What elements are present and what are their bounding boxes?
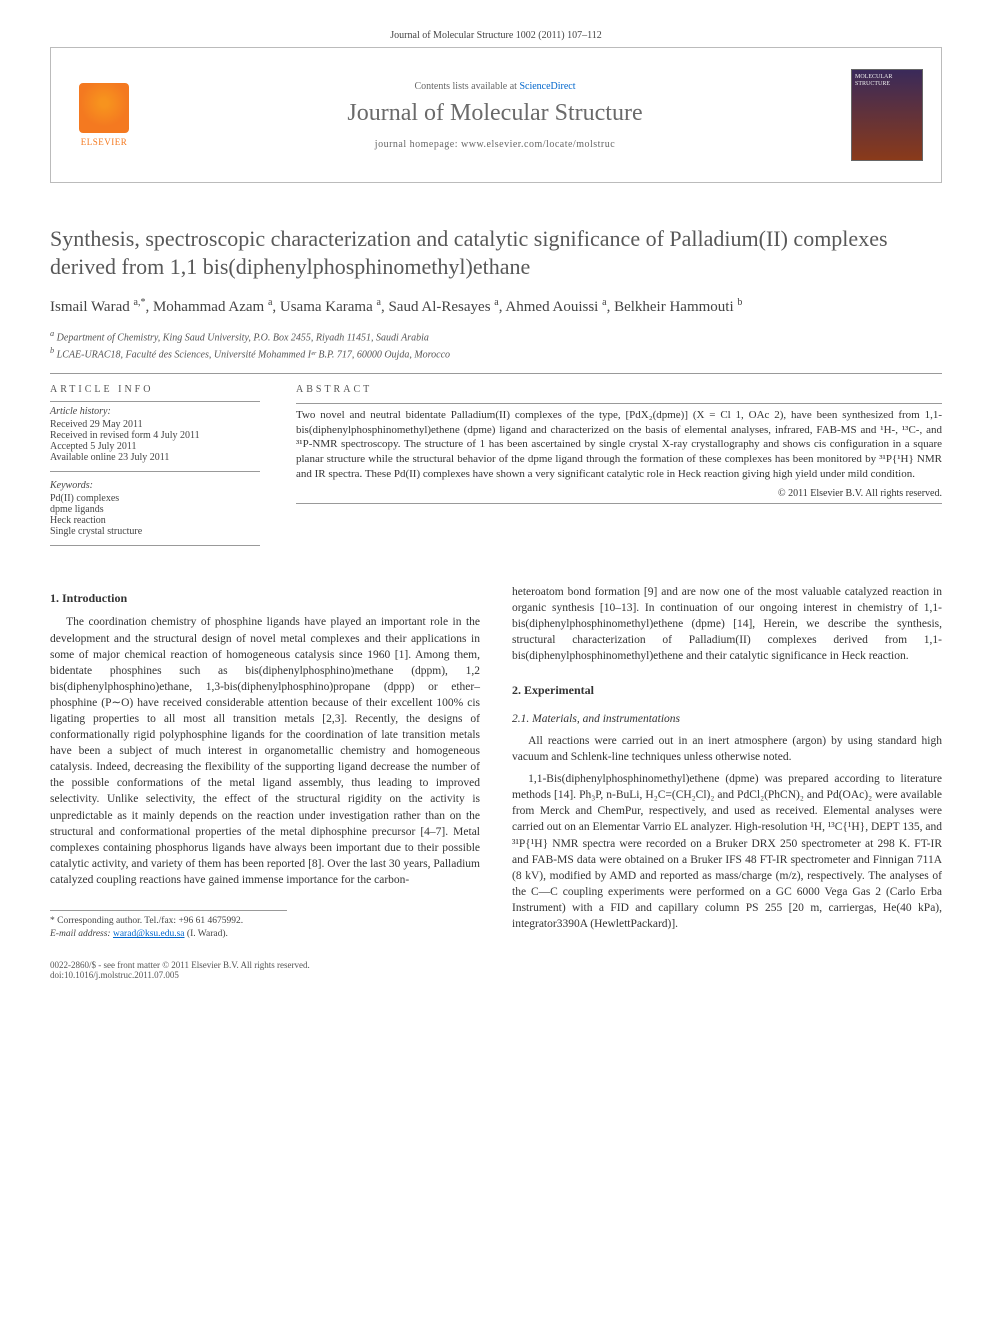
intro-paragraph-1: The coordination chemistry of phosphine …: [50, 614, 480, 888]
keywords-heading: Keywords:: [50, 480, 260, 491]
divider: [50, 373, 942, 374]
affiliations: a Department of Chemistry, King Saud Uni…: [50, 328, 942, 363]
exp-paragraph-1: All reactions were carried out in an ine…: [512, 733, 942, 765]
journal-banner: ELSEVIER Contents lists available at Sci…: [50, 47, 942, 183]
elsevier-logo: ELSEVIER: [69, 75, 139, 155]
doi-line: doi:10.1016/j.molstruc.2011.07.005: [50, 970, 942, 980]
contents-prefix: Contents lists available at: [414, 81, 519, 92]
running-head: Journal of Molecular Structure 1002 (201…: [50, 30, 942, 41]
footer: 0022-2860/$ - see front matter © 2011 El…: [50, 960, 942, 980]
homepage-line: journal homepage: www.elsevier.com/locat…: [139, 139, 851, 150]
keywords-block: Keywords: Pd(II) complexesdpme ligandsHe…: [50, 480, 260, 537]
keyword-item: Single crystal structure: [50, 526, 260, 537]
left-column: 1. Introduction The coordination chemist…: [50, 584, 480, 942]
article-title: Synthesis, spectroscopic characterizatio…: [50, 225, 942, 280]
experimental-heading: 2. Experimental: [512, 682, 942, 699]
sciencedirect-link[interactable]: ScienceDirect: [519, 81, 575, 92]
affiliation-a: a Department of Chemistry, King Saud Uni…: [50, 328, 942, 345]
homepage-prefix: journal homepage:: [375, 139, 461, 150]
body-columns: 1. Introduction The coordination chemist…: [50, 584, 942, 942]
issn-line: 0022-2860/$ - see front matter © 2011 El…: [50, 960, 942, 970]
keyword-item: Heck reaction: [50, 515, 260, 526]
journal-cover-thumb: MOLECULAR STRUCTURE: [851, 69, 923, 161]
history-item: Available online 23 July 2011: [50, 452, 260, 463]
history-item: Received in revised form 4 July 2011: [50, 430, 260, 441]
author-list: Ismail Warad a,*, Mohammad Azam a, Usama…: [50, 296, 942, 318]
footnote-block: * Corresponding author. Tel./fax: +96 61…: [50, 910, 287, 942]
email-link[interactable]: warad@ksu.edu.sa: [113, 929, 185, 939]
abstract-heading: ABSTRACT: [296, 384, 942, 395]
keyword-item: Pd(II) complexes: [50, 493, 260, 504]
history-heading: Article history:: [50, 406, 260, 417]
article-info-column: ARTICLE INFO Article history: Received 2…: [50, 384, 260, 556]
page-container: Journal of Molecular Structure 1002 (201…: [0, 0, 992, 1010]
history-block: Article history: Received 29 May 2011Rec…: [50, 406, 260, 472]
history-item: Accepted 5 July 2011: [50, 441, 260, 452]
publisher-label: ELSEVIER: [81, 137, 128, 147]
affiliation-b: b LCAE-URAC18, Faculté des Sciences, Uni…: [50, 345, 942, 362]
materials-subheading: 2.1. Materials, and instrumentations: [512, 711, 942, 727]
abstract-copyright: © 2011 Elsevier B.V. All rights reserved…: [296, 488, 942, 499]
keyword-item: dpme ligands: [50, 504, 260, 515]
info-abstract-row: ARTICLE INFO Article history: Received 2…: [50, 384, 942, 556]
tree-icon: [79, 83, 129, 133]
history-item: Received 29 May 2011: [50, 419, 260, 430]
contents-line: Contents lists available at ScienceDirec…: [139, 81, 851, 92]
abstract-text: Two novel and neutral bidentate Palladiu…: [296, 408, 942, 482]
right-column: heteroatom bond formation [9] and are no…: [512, 584, 942, 942]
homepage-url: www.elsevier.com/locate/molstruc: [461, 139, 615, 150]
exp-paragraph-2: 1,1-Bis(diphenylphosphinomethyl)ethene (…: [512, 771, 942, 932]
journal-title: Journal of Molecular Structure: [139, 100, 851, 127]
intro-paragraph-2: heteroatom bond formation [9] and are no…: [512, 584, 942, 664]
article-info-heading: ARTICLE INFO: [50, 384, 260, 395]
banner-center: Contents lists available at ScienceDirec…: [139, 81, 851, 150]
email-who: (I. Warad).: [187, 929, 228, 939]
abstract-column: ABSTRACT Two novel and neutral bidentate…: [296, 384, 942, 556]
email-label: E-mail address:: [50, 929, 111, 939]
email-line: E-mail address: warad@ksu.edu.sa (I. War…: [50, 928, 287, 941]
intro-heading: 1. Introduction: [50, 590, 480, 607]
cover-thumb-text: MOLECULAR STRUCTURE: [855, 74, 922, 87]
corresponding-note: * Corresponding author. Tel./fax: +96 61…: [50, 915, 287, 928]
